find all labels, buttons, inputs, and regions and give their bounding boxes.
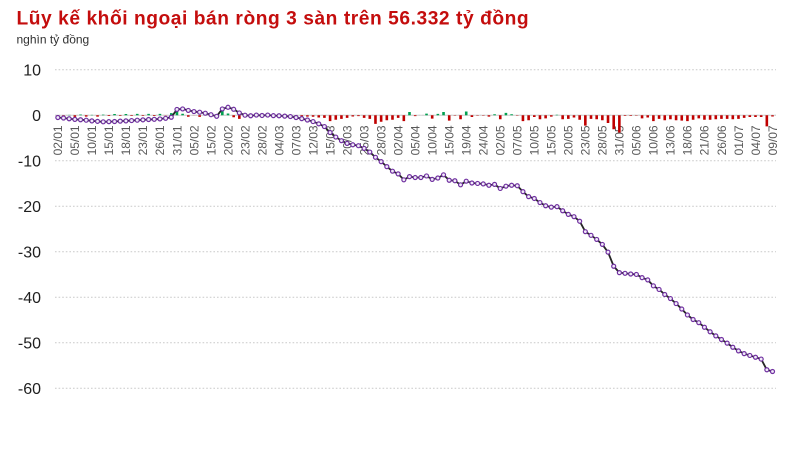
svg-text:15/05: 15/05 [545, 125, 559, 155]
svg-text:02/01: 02/01 [51, 125, 65, 155]
svg-text:07/03: 07/03 [289, 125, 303, 155]
svg-text:10/01: 10/01 [85, 125, 99, 155]
svg-text:28/05: 28/05 [596, 125, 610, 155]
svg-text:02/05: 02/05 [494, 125, 508, 155]
svg-text:12/03: 12/03 [306, 125, 320, 155]
svg-text:-50: -50 [18, 336, 41, 353]
svg-text:28/03: 28/03 [374, 125, 388, 155]
svg-text:20/02: 20/02 [221, 125, 235, 155]
svg-text:10/04: 10/04 [426, 125, 440, 155]
svg-text:31/01: 31/01 [170, 125, 184, 155]
svg-text:04/03: 04/03 [272, 125, 286, 155]
svg-text:26/01: 26/01 [153, 125, 167, 155]
svg-text:Lũy kế khối ngoại bán ròng 3 s: Lũy kế khối ngoại bán ròng 3 sàn trên 56… [17, 8, 530, 29]
svg-text:24/04: 24/04 [477, 125, 491, 155]
svg-text:19/04: 19/04 [460, 125, 474, 155]
svg-text:18/01: 18/01 [119, 125, 133, 155]
svg-text:21/06: 21/06 [698, 125, 712, 155]
svg-text:07/05: 07/05 [511, 125, 525, 155]
svg-text:20/05: 20/05 [562, 125, 576, 155]
svg-text:-30: -30 [18, 245, 41, 262]
svg-text:02/04: 02/04 [392, 125, 406, 155]
svg-text:13/06: 13/06 [664, 125, 678, 155]
svg-text:10: 10 [23, 63, 41, 80]
svg-text:23/05: 23/05 [579, 125, 593, 155]
svg-text:05/04: 05/04 [409, 125, 423, 155]
svg-text:18/06: 18/06 [681, 125, 695, 155]
svg-text:-60: -60 [18, 381, 41, 398]
svg-text:10/05: 10/05 [528, 125, 542, 155]
svg-text:15/03: 15/03 [323, 125, 337, 155]
svg-text:05/02: 05/02 [187, 125, 201, 155]
svg-text:04/07: 04/07 [749, 125, 763, 155]
svg-text:28/02: 28/02 [255, 125, 269, 155]
svg-text:15/02: 15/02 [204, 125, 218, 155]
svg-text:15/04: 15/04 [443, 125, 457, 155]
svg-text:-20: -20 [18, 199, 41, 216]
svg-text:-40: -40 [18, 290, 41, 307]
svg-text:23/02: 23/02 [238, 125, 252, 155]
svg-text:20/03: 20/03 [340, 125, 354, 155]
svg-text:-10: -10 [18, 154, 41, 171]
svg-text:05/01: 05/01 [68, 125, 82, 155]
svg-text:09/07: 09/07 [766, 125, 780, 155]
svg-text:01/07: 01/07 [732, 125, 746, 155]
svg-text:26/06: 26/06 [715, 125, 729, 155]
svg-text:0: 0 [32, 108, 41, 125]
svg-text:05/06: 05/06 [630, 125, 644, 155]
svg-text:10/06: 10/06 [647, 125, 661, 155]
svg-text:23/01: 23/01 [136, 125, 150, 155]
svg-text:nghìn tỷ đồng: nghìn tỷ đồng [17, 33, 90, 47]
svg-text:15/01: 15/01 [102, 125, 116, 155]
svg-text:31/05: 31/05 [613, 125, 627, 155]
